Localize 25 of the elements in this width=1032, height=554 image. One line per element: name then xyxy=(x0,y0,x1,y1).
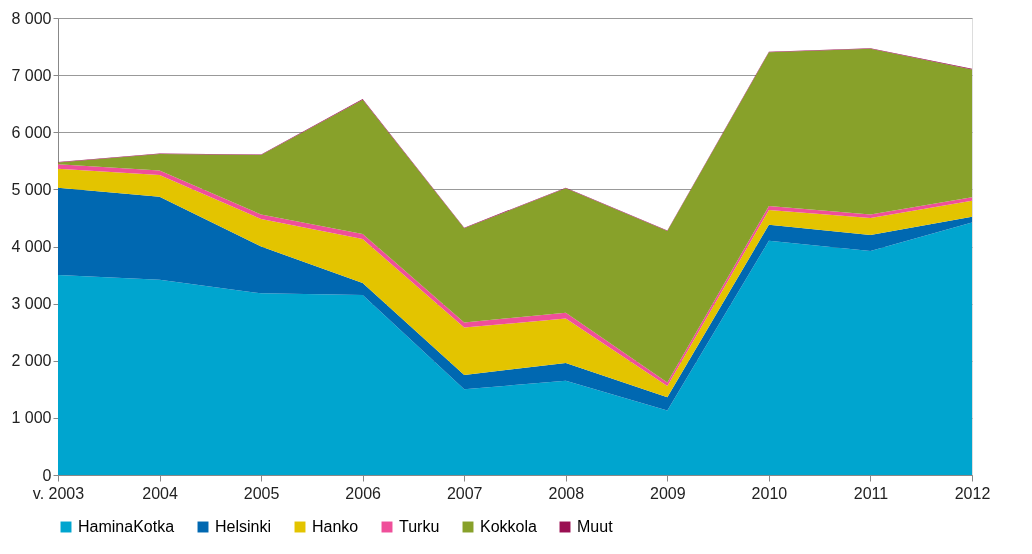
x-tick-label: 2011 xyxy=(853,484,889,502)
y-tick-label: 0 xyxy=(42,466,52,484)
x-tick-label: 2009 xyxy=(650,484,686,502)
y-tick-label: 4 000 xyxy=(11,238,52,255)
x-tick-label: 2005 xyxy=(243,484,280,502)
y-tick-label: 5 000 xyxy=(11,180,52,198)
x-tick-label: 2006 xyxy=(345,484,382,502)
y-tick-label: 8 000 xyxy=(11,9,52,27)
y-tick-label: 3 000 xyxy=(11,295,52,313)
x-tick-label: 2010 xyxy=(751,484,788,502)
x-tick-label: 2012 xyxy=(954,484,991,502)
x-tick-label: v. 2003 xyxy=(32,484,85,502)
legend-label: HaminaKotka xyxy=(78,518,175,535)
y-tick-label: 7 000 xyxy=(11,66,52,84)
x-tick-label: 2008 xyxy=(548,484,585,502)
x-tick-label: 2007 xyxy=(446,484,483,502)
legend-label: Hanko xyxy=(312,518,359,535)
legend-label: Turku xyxy=(399,518,440,535)
y-tick-label: 6 000 xyxy=(11,123,52,141)
x-tick-label: 2004 xyxy=(142,484,178,502)
legend-label: Muut xyxy=(577,518,614,535)
y-tick-label: 2 000 xyxy=(11,352,52,370)
legend-label: Helsinki xyxy=(215,518,272,535)
y-tick-label: 1 000 xyxy=(11,409,52,427)
legend-label: Kokkola xyxy=(480,518,538,535)
